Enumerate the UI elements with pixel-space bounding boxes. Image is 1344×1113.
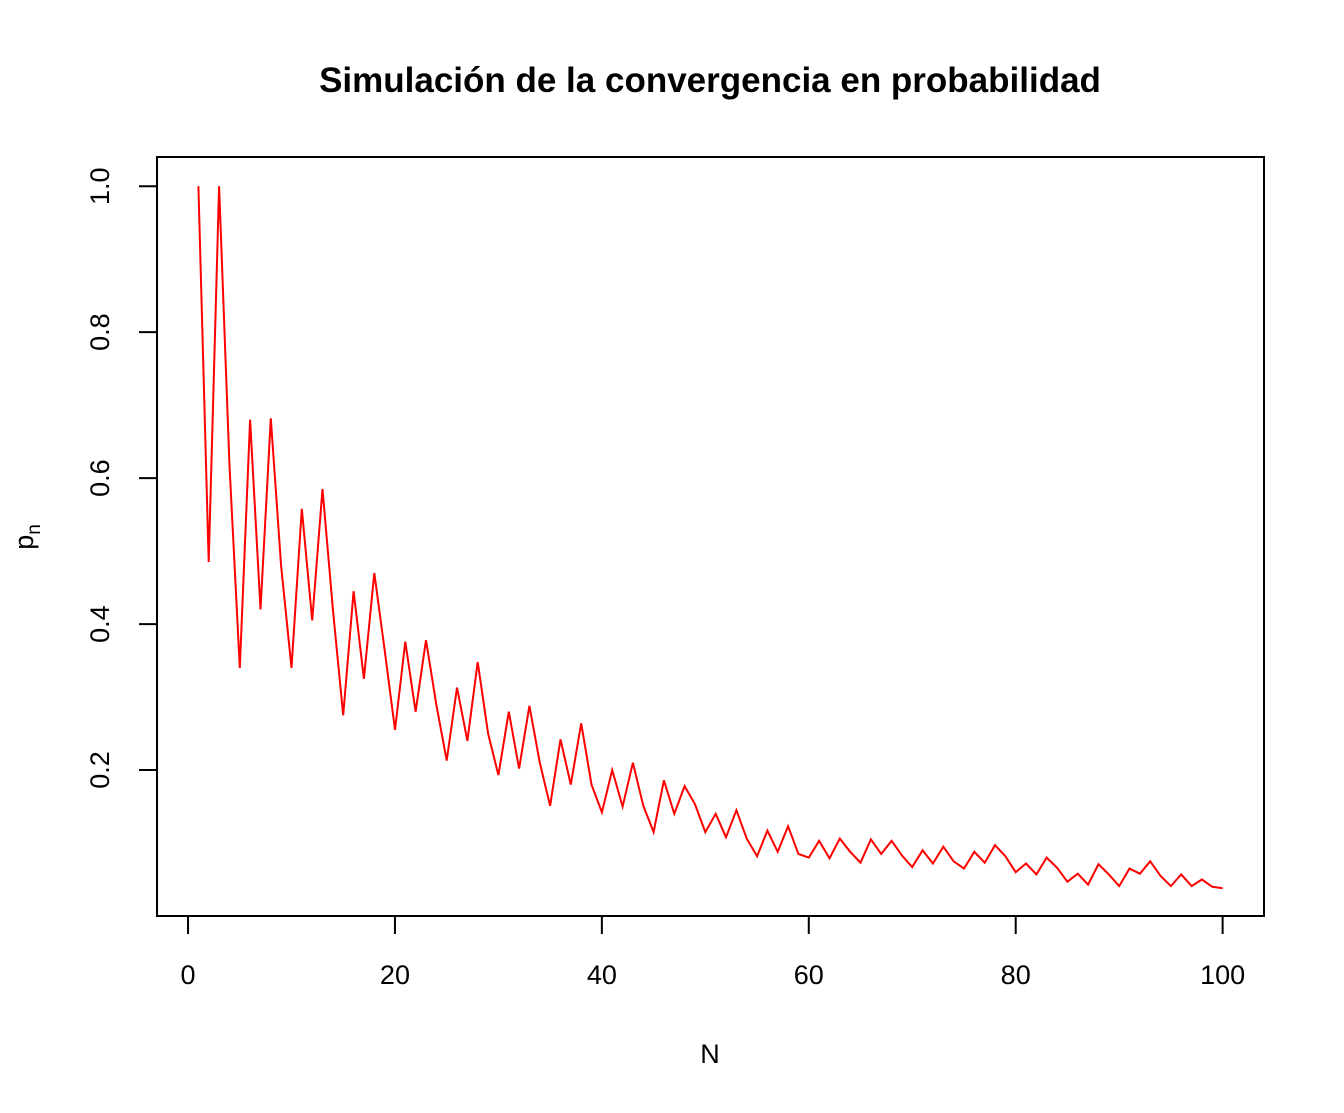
x-tick-label: 40	[587, 960, 617, 990]
x-tick-label: 60	[794, 960, 824, 990]
y-tick-label: 0.4	[85, 605, 115, 643]
x-tick-label: 100	[1200, 960, 1245, 990]
y-axis: 0.2 0.4 0.6 0.8 1.0	[85, 167, 158, 789]
series-layer	[197, 186, 1223, 890]
y-axis-label-base: p	[9, 535, 39, 550]
y-axis-label-subscript: n	[24, 524, 45, 535]
y-tick-label: 1.0	[85, 167, 115, 205]
x-axis: 0 20 40 60 80 100	[181, 915, 1245, 990]
chart-title: Simulación de la convergencia en probabi…	[319, 61, 1101, 100]
x-axis-label: N	[700, 1039, 720, 1069]
x-tick-label: 0	[181, 960, 196, 990]
x-tick-label: 80	[1001, 960, 1031, 990]
y-tick-label: 0.6	[85, 459, 115, 497]
y-tick-label: 0.2	[85, 751, 115, 789]
plot-frame	[156, 156, 1265, 917]
y-axis-label: pn	[9, 524, 45, 550]
x-tick-label: 20	[380, 960, 410, 990]
series-line	[197, 186, 1223, 890]
y-tick-label: 0.8	[85, 313, 115, 351]
